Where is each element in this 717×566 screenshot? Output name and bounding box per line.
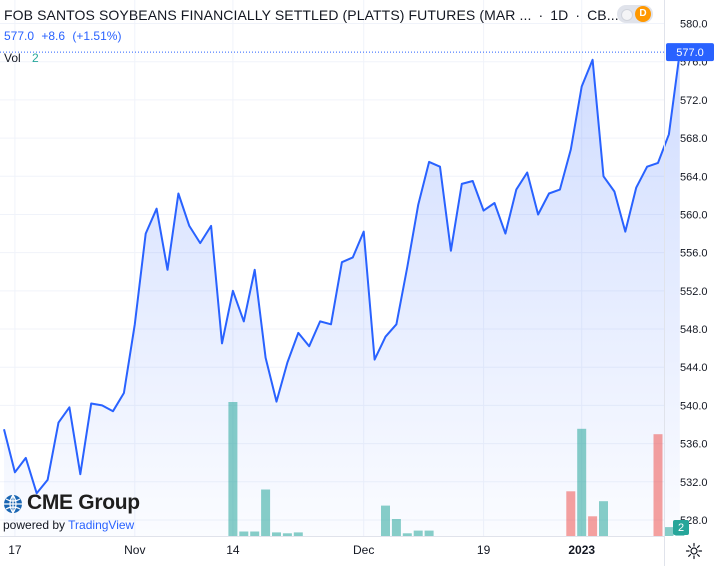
price-tick-label: 540.0 [680, 400, 708, 412]
price-tick-label: 544.0 [680, 362, 708, 374]
powered-by-tradingview[interactable]: powered by TradingView [3, 518, 134, 532]
price-tick-label: 536.0 [680, 439, 708, 451]
symbol-title: FOB SANTOS SOYBEANS FINANCIALLY SETTLED … [4, 7, 532, 23]
volume-value: 2 [32, 51, 39, 65]
powered-by-label: powered by [3, 518, 66, 532]
price-tick-label: 548.0 [680, 324, 708, 336]
volume-bar [402, 533, 412, 536]
last-price-tag [666, 43, 714, 62]
price-tick-label: 560.0 [680, 209, 708, 221]
volume-bar [228, 402, 238, 536]
volume-legend: Vol 2 [4, 51, 39, 65]
volume-bar [599, 501, 608, 536]
volume-bar [664, 527, 674, 536]
time-tick-label: 19 [477, 543, 491, 557]
price-tick-label: 556.0 [680, 248, 708, 260]
last-volume-tag [673, 520, 689, 535]
volume-bar [293, 532, 303, 536]
time-tick-label: 14 [226, 543, 240, 557]
volume-bar [577, 428, 587, 536]
price-tick-label: 532.0 [680, 477, 708, 489]
price-area-fill [4, 52, 680, 536]
price-tick-label: 580.0 [680, 19, 708, 31]
time-tick-label: Nov [124, 543, 145, 557]
volume-bar [413, 530, 423, 536]
symbol-header[interactable]: FOB SANTOS SOYBEANS FINANCIALLY SETTLED … [4, 7, 619, 23]
gear-icon[interactable] [685, 542, 703, 560]
volume-bar [261, 489, 271, 536]
delayed-data-badge: D [635, 6, 651, 22]
volume-bar [250, 531, 260, 536]
header-separator: · [575, 7, 581, 23]
interval-label[interactable]: 1D [550, 7, 569, 23]
price-change-pct: (+1.51%) [72, 29, 122, 43]
volume-bar [239, 531, 249, 536]
time-tick-label: 2023 [568, 543, 595, 557]
exchange-label: CB... [587, 7, 619, 23]
volume-bar [282, 533, 292, 536]
cme-globe-icon [4, 494, 22, 514]
header-separator: · [538, 7, 544, 23]
price-tick-label: 572.0 [680, 95, 708, 107]
logo-wordmark: CME Group [27, 491, 140, 514]
time-tick-label: 17 [8, 543, 22, 557]
tradingview-link[interactable]: TradingView [68, 518, 135, 532]
last-volume-tag-label: 2 [678, 522, 684, 534]
price-change: +8.6 [41, 29, 66, 43]
volume-bar [588, 516, 598, 536]
volume-bar [653, 434, 663, 536]
volume-bar [424, 530, 434, 536]
last-price-tag-label: 577.0 [676, 47, 704, 59]
last-price: 577.0 [4, 29, 35, 43]
volume-bar [272, 532, 281, 536]
price-tick-label: 552.0 [680, 286, 708, 298]
time-tick-label: Dec [353, 543, 374, 557]
price-tick-label: 564.0 [680, 171, 708, 183]
price-tick-label: 568.0 [680, 133, 708, 145]
quote-legend: 577.0 +8.6 (+1.51%) [4, 29, 125, 43]
volume-label: Vol [4, 51, 21, 65]
data-delay-toggle[interactable]: D [617, 5, 653, 23]
toggle-knob [621, 9, 633, 21]
volume-bar [566, 491, 576, 536]
volume-bar [391, 519, 401, 536]
volume-bar [381, 505, 390, 536]
